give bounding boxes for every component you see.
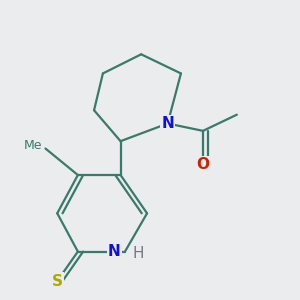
Text: S: S xyxy=(52,274,63,289)
Text: N: N xyxy=(161,116,174,131)
Text: H: H xyxy=(132,246,144,261)
Text: Me: Me xyxy=(24,139,43,152)
Text: N: N xyxy=(108,244,121,259)
Text: O: O xyxy=(196,157,209,172)
